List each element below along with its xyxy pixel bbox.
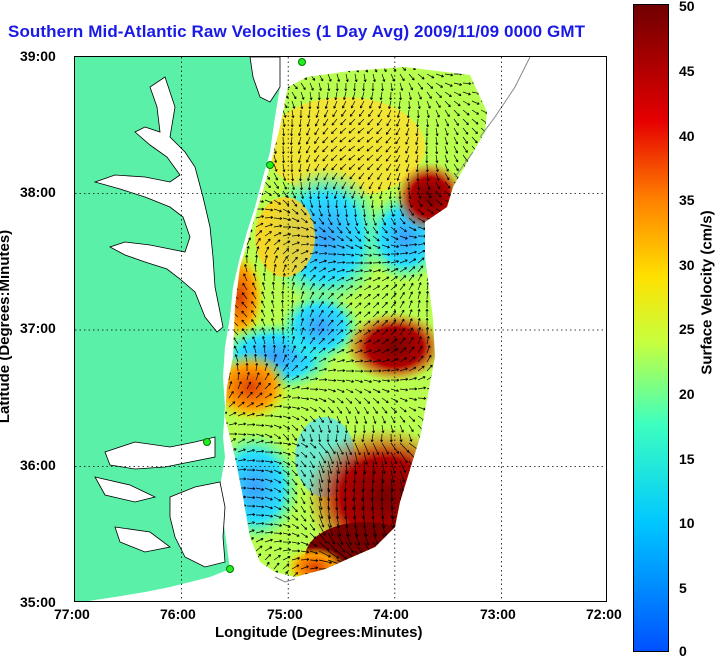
- colorbar-gradient: [634, 5, 668, 651]
- colorbar-tick: 30: [679, 257, 695, 273]
- delaware-bay: [249, 57, 281, 103]
- velocity-map: [74, 56, 607, 602]
- colorbar: [633, 4, 669, 652]
- station-marker: [298, 58, 306, 66]
- albemarle-sound: [104, 436, 216, 470]
- colorbar-tick: 25: [679, 321, 695, 337]
- y-tick: 35:00: [20, 594, 56, 610]
- y-axis-label: Latitude (Degrees:Minutes): [0, 229, 14, 424]
- colorbar-tick: 5: [679, 580, 687, 596]
- y-tick: 37:00: [20, 320, 56, 336]
- colorbar-tick: 40: [679, 128, 695, 144]
- colorbar-tick: 0: [679, 643, 687, 659]
- chesapeake-bay: [93, 76, 224, 333]
- colorbar-tick: 15: [679, 451, 695, 467]
- x-tick: 77:00: [54, 606, 90, 622]
- station-marker: [266, 161, 274, 169]
- y-tick: 36:00: [20, 457, 56, 473]
- colorbar-tick: 45: [679, 63, 695, 79]
- depth-contour: [274, 57, 531, 583]
- colorbar-tick: 35: [679, 192, 695, 208]
- x-tick: 75:00: [267, 606, 303, 622]
- x-tick: 74:00: [373, 606, 409, 622]
- station-marker: [203, 438, 211, 446]
- colorbar-tick: 50: [679, 0, 695, 14]
- x-tick: 72:00: [586, 606, 622, 622]
- grid-lines: [75, 57, 606, 601]
- y-tick: 38:00: [20, 184, 56, 200]
- radar-stations: [203, 58, 306, 573]
- inlet-2: [114, 526, 171, 553]
- y-tick: 39:00: [20, 48, 56, 64]
- x-tick: 73:00: [480, 606, 516, 622]
- map-canvas: [75, 57, 606, 601]
- station-marker: [226, 565, 234, 573]
- x-tick: 76:00: [160, 606, 196, 622]
- x-axis-label: Longitude (Degrees:Minutes): [215, 624, 423, 641]
- pamlico-sound: [169, 481, 226, 568]
- colorbar-tick: 20: [679, 386, 695, 402]
- colorbar-tick: 10: [679, 515, 695, 531]
- colorbar-label: Surface Velocity (cm/s): [698, 210, 716, 375]
- inlet-1: [94, 476, 157, 503]
- plot-title: Southern Mid-Atlantic Raw Velocities (1 …: [8, 22, 586, 41]
